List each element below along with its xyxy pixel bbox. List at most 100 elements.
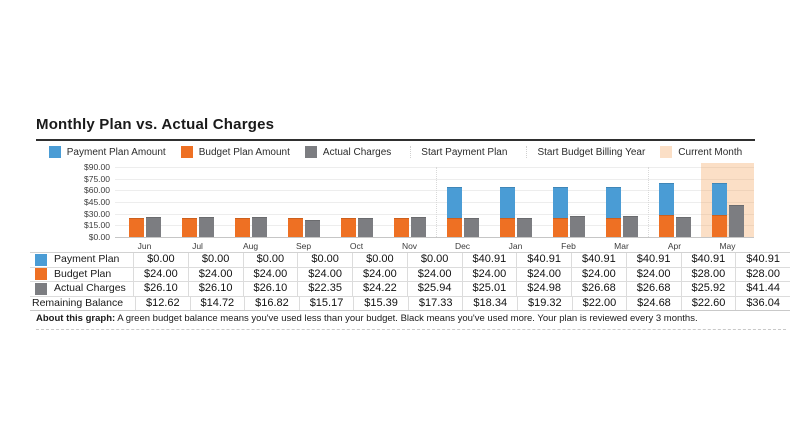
- table-cell: $24.00: [189, 267, 244, 281]
- y-tick-30-00: $30.00: [84, 208, 110, 219]
- legend-label: Start Payment Plan: [421, 146, 508, 158]
- gridline: [115, 225, 754, 227]
- table-row-actual-charges: Actual Charges $26.10 $26.10 $26.10 $22.35 $2…: [30, 282, 790, 297]
- legend-label: Payment Plan Amount: [66, 146, 166, 158]
- table-row-label: Budget Plan: [54, 267, 112, 280]
- table-cell: $25.92: [682, 282, 737, 296]
- data-table: Payment Plan $0.00 $0.00 $0.00 $0.00 $0.00 $0.…: [30, 252, 790, 311]
- table-cell: $41.44: [746, 282, 780, 294]
- gridline: [115, 213, 754, 215]
- legend-label: Actual Charges: [322, 146, 392, 158]
- y-tick-90-00: $90.00: [84, 162, 110, 172]
- bar-payment-mar: [605, 186, 621, 219]
- title-underline: [36, 139, 755, 141]
- bar-payment-may: [711, 183, 727, 216]
- x-axis-line: [115, 237, 754, 238]
- bar-budget-nov: [393, 218, 409, 237]
- table-cell: $24.00: [353, 267, 408, 281]
- table-cell: $28.00: [746, 267, 780, 280]
- table-cell: $15.39: [354, 296, 409, 310]
- table-cell: $40.91: [682, 253, 737, 267]
- table-cell: $40.91: [627, 253, 682, 267]
- bar-budget-feb: [552, 218, 568, 237]
- gridline: [115, 178, 754, 180]
- table-row-label-cell: Budget Plan: [30, 267, 134, 281]
- row-swatch-payment-plan: [35, 253, 47, 266]
- y-tick-45-00: $45.00: [84, 197, 110, 207]
- legend-item-current-month: Current Month: [660, 146, 742, 158]
- x-label-nov: Nov: [401, 241, 418, 251]
- about-note-text: A green budget balance means you've used…: [115, 313, 698, 324]
- bar-budget-jul: [181, 218, 197, 237]
- bar-actual-dec: [463, 217, 479, 237]
- page-title: Monthly Plan vs. Actual Charges: [36, 116, 275, 133]
- chart-legend: Payment Plan Amount Budget Plan Amount Act…: [36, 146, 755, 158]
- bar-budget-dec: [446, 218, 462, 237]
- table-cell: $26.10: [134, 282, 189, 296]
- x-label-oct: Oct: [349, 241, 364, 251]
- bar-payment-jan: [499, 186, 515, 219]
- x-label-jun: Jun: [137, 241, 152, 251]
- table-cell: $0.00: [134, 253, 189, 267]
- bar-budget-jun: [128, 218, 144, 237]
- current-month-highlight: [701, 163, 754, 237]
- bar-actual-apr: [675, 216, 691, 237]
- table-cell: $26.10: [189, 282, 244, 296]
- table-row-label: Remaining Balance: [32, 296, 124, 309]
- table-cell: $22.00: [573, 296, 628, 310]
- table-cell: $24.00: [463, 267, 518, 281]
- bar-actual-aug: [251, 216, 267, 237]
- table-cell: $26.68: [572, 282, 627, 296]
- legend-label: Start Budget Billing Year: [537, 146, 646, 158]
- table-cell: $24.98: [517, 282, 572, 296]
- legend-marker-line-start-payment-plan: [410, 146, 412, 158]
- table-cell: $22.60: [682, 296, 737, 310]
- table-cell: $24.00: [244, 267, 299, 281]
- table-cell: $15.17: [300, 296, 355, 310]
- table-cell: $40.91: [572, 253, 627, 267]
- x-label-aug: Aug: [242, 241, 259, 251]
- table-cell: $24.00: [408, 267, 463, 281]
- table-cell: $26.68: [627, 282, 682, 296]
- y-tick-75-00: $75.00: [84, 173, 110, 184]
- legend-item-start-budget-billing-year: Start Budget Billing Year: [522, 146, 645, 158]
- y-tick-60-00: $60.00: [84, 185, 110, 196]
- table-row-label-cell: Remaining Balance: [30, 296, 136, 310]
- table-cell: $24.00: [134, 267, 189, 281]
- x-label-dec: Dec: [454, 241, 471, 251]
- bar-actual-mar: [622, 216, 638, 237]
- table-cell: $25.01: [463, 282, 518, 296]
- table-cell: $40.91: [517, 253, 572, 267]
- bar-actual-jun: [145, 216, 161, 237]
- bar-actual-jul: [198, 216, 214, 237]
- table-cell: $40.91: [746, 253, 780, 265]
- table-cell: $0.00: [298, 253, 353, 267]
- bar-budget-mar: [605, 218, 621, 237]
- table-cell: $24.68: [627, 296, 682, 310]
- table-cell: $0.00: [189, 253, 244, 267]
- table-cell: $24.00: [627, 267, 682, 281]
- about-note: About this graph: A green budget balance…: [36, 313, 698, 324]
- bar-payment-dec: [446, 186, 462, 219]
- legend-label: Budget Plan Amount: [198, 146, 290, 158]
- table-row-remaining-balance: Remaining Balance $12.62 $14.72 $16.82 $15.1…: [30, 296, 790, 311]
- y-tick-15-00: $15.00: [84, 220, 110, 231]
- x-label-jul: Jul: [192, 241, 203, 251]
- bottom-dashed-divider: [36, 329, 786, 330]
- marker-start-payment-plan: [436, 167, 437, 237]
- row-swatch-budget-plan: [35, 268, 47, 281]
- table-cell: $18.34: [463, 296, 519, 310]
- gridline: [115, 202, 754, 203]
- table-cell: $26.10: [244, 282, 299, 296]
- table-cell: $17.33: [409, 296, 464, 310]
- gridline: [115, 167, 754, 168]
- table-cell: $40.91: [463, 253, 518, 267]
- legend-swatch-payment-plan-amount: [48, 146, 61, 158]
- table-cell: $0.00: [353, 253, 408, 267]
- legend-swatch-current-month: [660, 146, 673, 158]
- table-cell: $24.00: [572, 267, 627, 281]
- row-swatch-actual-charges: [35, 282, 47, 295]
- table-cell: $25.94: [408, 282, 463, 296]
